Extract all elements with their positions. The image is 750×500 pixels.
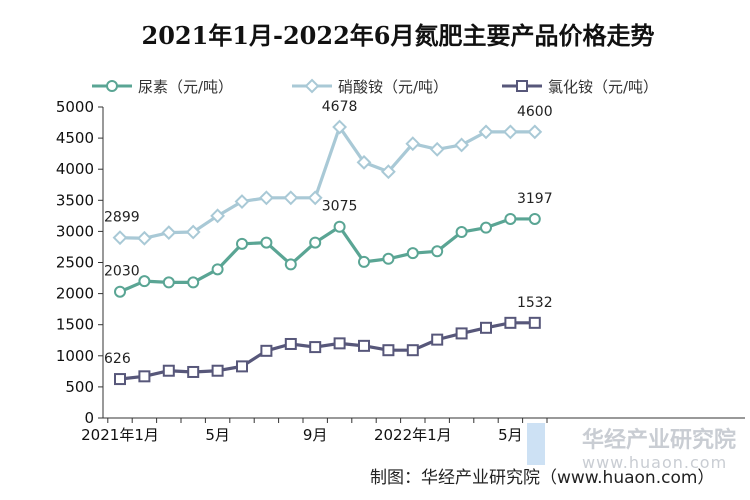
data-point [478, 124, 494, 140]
data-point [431, 333, 444, 346]
data-point [504, 212, 517, 225]
legend-label: 硝酸铵（元/吨） [338, 78, 448, 96]
data-point [380, 164, 396, 180]
y-tick-label: 5000 [56, 98, 94, 116]
data-point [258, 190, 274, 206]
data-point [112, 230, 128, 246]
data-point [136, 230, 152, 246]
series-1 [114, 212, 541, 298]
chart-title: 2021年1月-2022年6月氮肥主要产品价格走势 [142, 21, 655, 50]
data-point [260, 344, 273, 357]
data-point [284, 337, 297, 350]
legend-marker [304, 78, 320, 94]
data-label: 2030 [104, 264, 140, 280]
data-point [431, 245, 444, 258]
data-point [454, 137, 470, 153]
legend-label: 氯化铵（元/吨） [548, 78, 658, 96]
data-point [185, 224, 201, 240]
data-point [502, 124, 518, 140]
x-tick-label: 2022年1月 [374, 426, 452, 444]
source-note: 制图：华经产业研究院（www.huaon.com） [370, 468, 714, 488]
legend-marker [106, 80, 118, 92]
data-label: 3075 [322, 199, 358, 215]
data-point [527, 124, 543, 140]
data-point [382, 252, 395, 265]
data-point [358, 339, 370, 352]
data-point [187, 276, 200, 289]
y-tick-label: 1000 [56, 347, 94, 365]
data-label: 2899 [104, 210, 140, 226]
x-tick-label: 2021年1月 [81, 426, 159, 444]
data-point [504, 316, 517, 329]
x-tick-label: 9月 [303, 426, 328, 444]
data-point [309, 341, 322, 354]
data-point [528, 316, 541, 329]
data-point [283, 190, 299, 206]
y-tick-label: 0 [84, 409, 94, 427]
data-point [236, 360, 248, 373]
data-point [406, 344, 419, 357]
data-point [211, 364, 224, 377]
watermark: 华经产业研究院 www.huaon.com [527, 423, 736, 472]
data-point [162, 364, 175, 377]
data-label: 626 [104, 351, 131, 367]
data-point [455, 327, 468, 340]
data-point [138, 275, 151, 288]
data-label: 1532 [517, 295, 553, 311]
y-tick-label: 3500 [56, 191, 94, 209]
series-3 [114, 316, 541, 386]
data-point [405, 136, 421, 152]
data-point [187, 365, 200, 378]
data-point [429, 141, 445, 157]
y-tick-label: 4000 [56, 160, 94, 178]
data-point [114, 373, 126, 386]
x-tick-label: 5月 [205, 426, 230, 444]
data-point [210, 208, 226, 224]
series-2 [112, 119, 543, 246]
data-point [260, 236, 273, 249]
data-point [284, 258, 297, 271]
data-point [332, 119, 348, 135]
data-point [236, 237, 248, 250]
data-point [161, 225, 177, 241]
y-tick-label: 500 [65, 378, 94, 396]
data-label: 4678 [322, 99, 358, 115]
axes: 0 500 1000 1500 2000 2500 3000 3500 4000 4500 5000… [56, 98, 745, 444]
legend-label: 尿素（元/吨） [138, 78, 233, 96]
data-label: 3197 [517, 191, 553, 207]
data-point [162, 276, 175, 289]
data-point [480, 221, 492, 234]
data-point [138, 370, 151, 383]
data-point [382, 344, 395, 357]
legend-marker [516, 80, 528, 92]
data-point [356, 154, 372, 170]
x-tick-label: 5月 [498, 426, 523, 444]
data-point [455, 226, 468, 239]
data-point [333, 337, 346, 350]
data-point [333, 220, 346, 233]
y-tick-label: 4500 [56, 129, 94, 147]
y-tick-label: 1500 [56, 316, 94, 334]
y-tick-label: 3000 [56, 222, 94, 240]
data-point [234, 194, 250, 209]
watermark-brand: 华经产业研究院 [582, 427, 736, 453]
legend: 尿素（元/吨） 硝酸铵（元/吨） 氯化铵（元/吨） [92, 78, 658, 96]
y-tick-label: 2000 [56, 285, 94, 303]
data-point [528, 212, 541, 225]
data-point [358, 255, 370, 268]
watermark-url: www.huaon.com [582, 453, 727, 472]
data-label: 4600 [517, 104, 553, 120]
y-tick-label: 2500 [56, 254, 94, 272]
data-point [480, 321, 492, 334]
data-point [307, 190, 323, 206]
data-point [211, 263, 224, 276]
data-point [114, 285, 126, 298]
series-group [112, 119, 543, 386]
watermark-logo-mark [527, 423, 545, 465]
data-point [406, 247, 419, 260]
data-labels: 2030 3075 3197 2899 4678 4600 626 1532 [104, 99, 553, 367]
data-point [309, 236, 322, 249]
